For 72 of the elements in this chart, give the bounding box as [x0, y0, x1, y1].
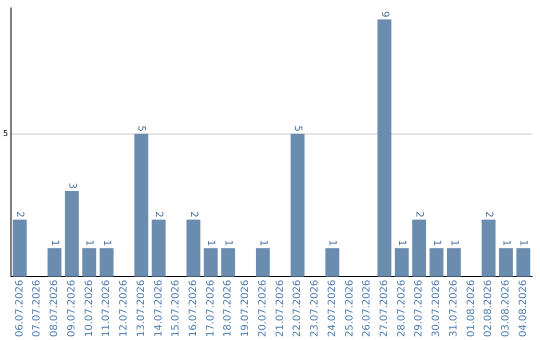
x-tick-label: 26.07.2026 [362, 280, 373, 338]
data-label: 1 [84, 240, 95, 246]
data-label: 1 [326, 240, 338, 246]
data-label: 1 [448, 240, 460, 246]
bar [377, 19, 392, 277]
bar [412, 220, 426, 277]
x-tick-label: 12.07.2026 [118, 280, 130, 338]
data-label: 5 [292, 125, 303, 132]
data-label: 1 [48, 240, 60, 246]
bar [446, 248, 461, 277]
bar [325, 248, 340, 277]
data-label: 2 [482, 211, 494, 218]
data-label: 1 [500, 240, 512, 246]
x-tick-label: 07.07.2026 [32, 280, 43, 338]
bar [499, 248, 513, 277]
data-label: 3 [66, 182, 78, 189]
x-tick-label: 11.07.2026 [101, 280, 112, 338]
data-label: 1 [396, 240, 408, 246]
x-tick-label: 06.07.2026 [14, 280, 26, 338]
bar [221, 248, 236, 277]
bar [152, 220, 166, 277]
data-label: 1 [100, 240, 112, 246]
bar [100, 248, 114, 277]
bar [290, 134, 305, 277]
x-tick-label: 01.08.2026 [466, 280, 477, 338]
x-tick-label: 24.07.2026 [326, 280, 338, 338]
bar [48, 248, 62, 277]
data-label: 1 [430, 240, 442, 246]
data-label: 1 [205, 240, 216, 246]
bar [516, 248, 530, 277]
bar [256, 248, 270, 277]
bar [134, 134, 148, 277]
x-tick-label: 29.07.2026 [414, 280, 425, 338]
data-label: 2 [153, 211, 164, 218]
bar [204, 248, 218, 277]
x-tick-label: 10.07.2026 [84, 280, 95, 338]
x-tick-label: 19.07.2026 [240, 280, 252, 338]
bar [186, 220, 200, 277]
x-tick-label: 23.07.2026 [310, 280, 321, 338]
x-tick-label: 21.07.2026 [274, 280, 286, 338]
data-label: 2 [188, 211, 199, 218]
x-tick-label: 28.07.2026 [396, 280, 408, 338]
x-tick-label: 14.07.2026 [153, 280, 164, 338]
bar [64, 190, 79, 277]
x-tick-label: 30.07.2026 [431, 280, 442, 338]
data-label: 1 [222, 240, 234, 246]
x-tick-label: 16.07.2026 [188, 280, 199, 338]
data-label: 2 [14, 211, 26, 218]
bar [12, 220, 27, 277]
data-label: 1 [257, 240, 268, 246]
x-tick-label: 13.07.2026 [136, 280, 147, 338]
bar [430, 248, 444, 277]
bar [394, 248, 409, 277]
x-tick-label: 17.07.2026 [205, 280, 216, 338]
x-tick-label: 08.07.2026 [49, 280, 60, 338]
bar [82, 248, 96, 277]
x-tick-label: 15.07.2026 [170, 280, 182, 338]
x-tick-label: 03.08.2026 [500, 280, 512, 338]
bar [482, 220, 496, 277]
x-tick-label: 20.07.2026 [257, 280, 268, 338]
x-tick-label: 31.07.2026 [448, 280, 460, 338]
x-tick-label: 22.07.2026 [292, 280, 304, 338]
x-tick-label: 04.08.2026 [518, 280, 529, 338]
data-label: 9 [378, 11, 390, 18]
data-label: 1 [518, 240, 529, 246]
x-tick-label: 18.07.2026 [222, 280, 234, 338]
x-tick-label: 09.07.2026 [66, 280, 78, 338]
data-label: 2 [414, 211, 425, 218]
data-label: 5 [136, 125, 147, 132]
x-tick-label: 27.07.2026 [379, 280, 390, 338]
x-tick-label: 02.08.2026 [483, 280, 494, 338]
x-tick-label: 25.07.2026 [344, 280, 356, 338]
